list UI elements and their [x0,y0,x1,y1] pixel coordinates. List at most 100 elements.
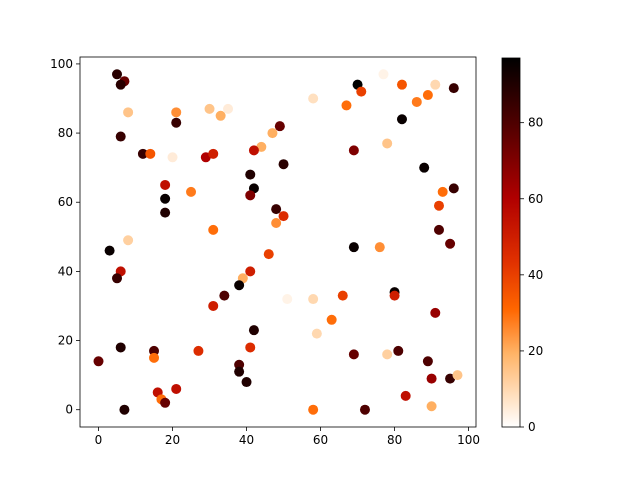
y-tick-label: 100 [50,57,73,71]
data-point [245,169,256,180]
data-point [271,204,282,215]
y-tick-label: 0 [65,403,73,417]
data-point [433,224,444,235]
data-point [204,103,215,114]
colorbar-frame [501,57,521,428]
data-point [219,290,230,301]
colorbar-tick-label: 60 [528,192,543,206]
data-point [278,159,289,170]
data-point [245,342,256,353]
data-point [448,183,459,194]
data-point [149,345,160,356]
data-point [359,404,370,415]
data-point [326,314,337,325]
x-tick-label: 60 [313,433,328,447]
y-tick-label: 80 [58,126,73,140]
data-point [123,107,134,118]
data-point [433,200,444,211]
data-point [223,103,234,114]
data-point [248,325,259,336]
data-point [248,145,259,156]
colorbar-tick-label: 20 [528,344,543,358]
data-point [341,100,352,111]
data-point [145,148,156,159]
data-point [245,266,256,277]
data-point [160,207,171,218]
data-point [400,390,411,401]
data-point [308,93,319,104]
data-point [234,366,245,377]
data-point [448,83,459,94]
data-point [215,110,226,121]
x-tick-label: 20 [165,433,180,447]
y-tick-label: 60 [58,195,73,209]
data-point [234,359,245,370]
data-point [282,294,293,305]
data-point [274,121,285,132]
data-point [112,69,123,80]
data-point [271,217,282,228]
data-point [234,280,245,291]
colorbar-tick-label: 80 [528,116,543,130]
data-point [389,290,400,301]
data-point [348,349,359,360]
data-point [167,152,178,163]
data-point [149,352,160,363]
x-axis: 0 20 40 60 80 100 [95,427,480,447]
data-point [430,79,441,90]
data-point [208,148,219,159]
x-tick-label: 40 [239,433,254,447]
data-point [115,131,126,142]
data-point [241,377,252,388]
data-point [452,370,463,381]
data-point [115,79,126,90]
data-point [419,162,430,173]
data-point [160,179,171,190]
colorbar-tick-label: 40 [528,268,543,282]
data-point [119,404,130,415]
data-point [396,79,407,90]
data-point [411,96,422,107]
data-point [112,273,123,284]
data-point [445,238,456,249]
y-tick-label: 20 [58,334,73,348]
data-point [393,345,404,356]
data-point [263,249,274,260]
data-point [348,145,359,156]
data-point [426,373,437,384]
colorbar-tick-label: 0 [528,420,536,434]
data-point [396,114,407,125]
colorbar [502,58,520,427]
data-point [430,307,441,318]
data-point [378,69,389,80]
data-point [171,383,182,394]
data-point [426,401,437,412]
data-point [382,349,393,360]
data-point [115,342,126,353]
data-point [208,300,219,311]
data-point [267,128,278,139]
data-point [311,328,322,339]
data-point [437,186,448,197]
data-point [193,345,204,356]
data-point [245,190,256,201]
data-point [422,90,433,101]
data-point [171,107,182,118]
y-tick-label: 40 [58,264,73,278]
x-tick-label: 0 [95,433,103,447]
data-point [171,117,182,128]
data-point [422,356,433,367]
colorbar-axis: 0 20 40 60 80 [520,116,543,434]
x-tick-label: 100 [457,433,480,447]
plot-area-frame [79,56,477,428]
data-point [160,397,171,408]
data-point [208,224,219,235]
data-point [308,404,319,415]
data-point [186,186,197,197]
data-point [160,193,171,204]
data-point [104,245,115,256]
y-axis: 0 20 40 60 80 100 [50,57,80,417]
x-tick-label: 80 [387,433,402,447]
points-layer [93,69,463,415]
